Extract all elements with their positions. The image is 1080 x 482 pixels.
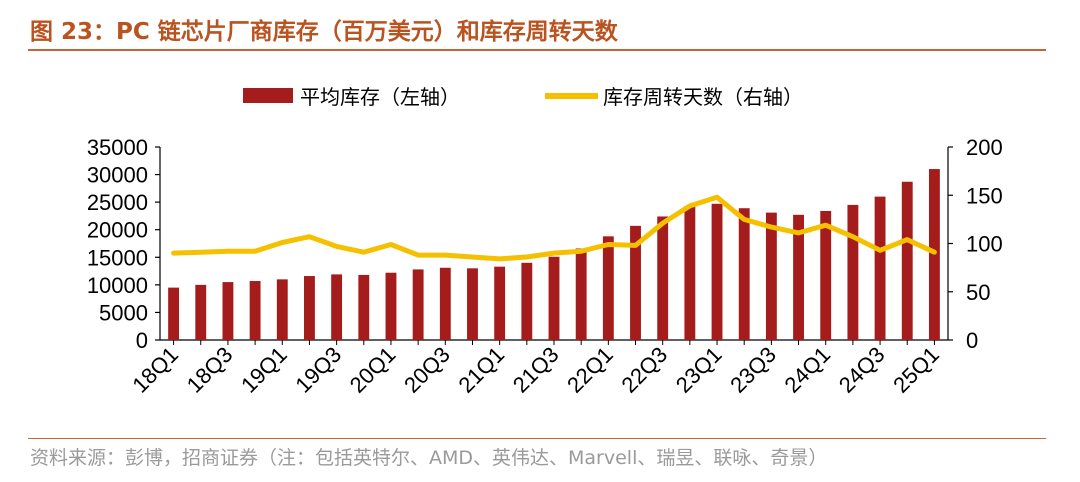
chart-title: 图 23：PC 链芯片厂商库存（百万美元）和库存周转天数 bbox=[30, 19, 618, 45]
left-tick-label: 30000 bbox=[87, 163, 148, 188]
bar bbox=[467, 268, 478, 340]
line-series bbox=[171, 194, 937, 262]
right-tick-label: 100 bbox=[966, 232, 1003, 257]
x-tick-label: 24Q3 bbox=[834, 342, 890, 398]
bar bbox=[195, 284, 207, 340]
x-tick-label: 21Q3 bbox=[508, 342, 564, 398]
bar bbox=[820, 210, 832, 340]
bar bbox=[521, 262, 533, 340]
x-tick-label: 23Q1 bbox=[671, 342, 727, 398]
legend-bar-label: 平均库存（左轴） bbox=[300, 85, 460, 109]
bar bbox=[548, 256, 560, 340]
bar bbox=[222, 282, 234, 340]
left-tick-label: 15000 bbox=[87, 245, 148, 270]
bar bbox=[331, 274, 343, 340]
bar bbox=[657, 216, 669, 340]
bar bbox=[412, 269, 424, 340]
left-tick-label: 10000 bbox=[87, 273, 148, 298]
bar bbox=[602, 236, 614, 340]
x-tick-label: 19Q3 bbox=[290, 342, 346, 398]
bar bbox=[494, 266, 506, 340]
bar bbox=[168, 287, 180, 340]
x-tick-label: 23Q3 bbox=[725, 342, 781, 398]
right-tick-label: 0 bbox=[966, 328, 978, 353]
right-tick-label: 150 bbox=[966, 183, 1003, 208]
x-tick-label: 22Q1 bbox=[562, 342, 618, 398]
source-note: 资料来源：彭博，招商证券（注：包括英特尔、AMD、英伟达、Marvell、瑞昱、… bbox=[30, 447, 828, 469]
left-tick-label: 20000 bbox=[87, 218, 148, 243]
x-tick-label: 24Q1 bbox=[780, 342, 836, 398]
left-tick-label: 25000 bbox=[87, 190, 148, 215]
x-tick-label: 19Q1 bbox=[236, 342, 292, 398]
bar bbox=[684, 206, 696, 340]
bar bbox=[847, 204, 859, 340]
bar bbox=[711, 203, 723, 340]
bar bbox=[358, 274, 370, 340]
bar bbox=[575, 248, 587, 340]
x-tick-label: 20Q1 bbox=[345, 342, 401, 398]
bar bbox=[385, 272, 397, 340]
x-tick-label: 20Q3 bbox=[399, 342, 455, 398]
left-tick-label: 0 bbox=[136, 328, 148, 353]
left-tick-label: 5000 bbox=[99, 300, 148, 325]
title-divider bbox=[28, 49, 1046, 51]
bar bbox=[304, 276, 315, 340]
left-tick-label: 35000 bbox=[87, 135, 148, 160]
bar bbox=[874, 196, 886, 340]
bar bbox=[738, 208, 750, 340]
right-tick-label: 50 bbox=[966, 280, 990, 305]
bar bbox=[630, 225, 641, 340]
line-path bbox=[171, 194, 937, 262]
legend: 平均库存（左轴） 库存周转天数（右轴） bbox=[243, 85, 803, 109]
x-tick-label: 25Q1 bbox=[888, 342, 944, 398]
bar bbox=[439, 267, 451, 340]
bar bbox=[901, 181, 913, 340]
right-tick-label: 200 bbox=[966, 135, 1003, 160]
source-divider bbox=[28, 438, 1046, 439]
bar bbox=[765, 212, 777, 340]
bar-series bbox=[168, 169, 940, 340]
legend-line-label: 库存周转天数（右轴） bbox=[603, 85, 803, 109]
x-tick-label: 21Q1 bbox=[453, 342, 509, 398]
bar bbox=[249, 280, 261, 340]
legend-bar-swatch bbox=[243, 88, 293, 103]
x-tick-label: 18Q3 bbox=[182, 342, 238, 398]
bar bbox=[793, 214, 804, 340]
x-tick-label: 22Q3 bbox=[616, 342, 672, 398]
bar bbox=[276, 279, 288, 340]
